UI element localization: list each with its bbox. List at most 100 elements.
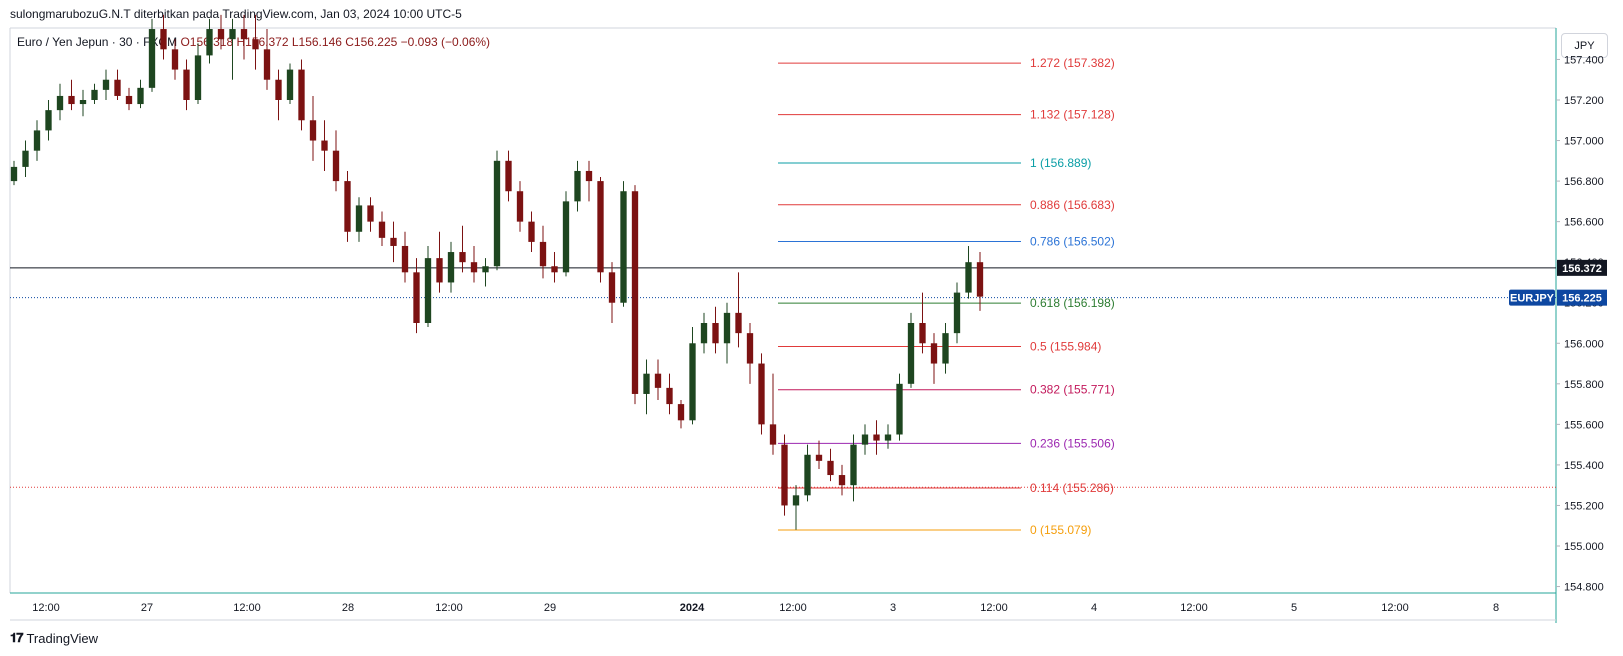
candle-body xyxy=(148,29,156,88)
symbol-tag xyxy=(1509,289,1555,306)
fib-level-label: 0.382 (155.771) xyxy=(1030,383,1115,397)
candle-body xyxy=(482,266,489,273)
candle-body xyxy=(171,49,179,70)
candle-body xyxy=(804,454,811,496)
candle-body xyxy=(102,79,110,90)
x-tick-label: 2024 xyxy=(680,602,705,614)
legend-change: −0.093 (−0.06%) xyxy=(400,35,491,49)
fib-level-label: 1.272 (157.382) xyxy=(1030,56,1115,70)
x-tick-label: 12:00 xyxy=(435,602,463,614)
candle-body xyxy=(275,79,282,100)
candle-body xyxy=(562,201,570,273)
tradingview-logo-icon: 𝟏𝟕 xyxy=(10,630,24,645)
symbol-tag-label: EURJPY xyxy=(1510,293,1555,305)
legend-symbol: Euro / Yen Jepun · 30 · FXCM xyxy=(17,35,178,49)
candle-body xyxy=(194,55,202,100)
candle-body xyxy=(873,434,880,441)
candle-body xyxy=(22,150,29,167)
candle-body xyxy=(850,444,857,486)
candle-body xyxy=(919,323,926,344)
candle-body xyxy=(459,252,466,263)
candle-body xyxy=(884,434,892,441)
candle-body xyxy=(574,170,581,202)
candle-body xyxy=(976,262,984,297)
candle-body xyxy=(206,29,213,56)
candle-body xyxy=(114,79,121,96)
candle-body xyxy=(79,100,87,105)
y-tick-label: 154.800 xyxy=(1564,582,1604,594)
candle-body xyxy=(91,89,98,100)
candle-body xyxy=(125,95,133,105)
candle-body xyxy=(321,140,328,151)
candle-body xyxy=(252,39,259,50)
candle-body xyxy=(240,29,248,40)
x-tick-label: 8 xyxy=(1493,602,1499,614)
candle-body xyxy=(56,95,64,111)
x-tick-label: 12:00 xyxy=(779,602,807,614)
fib-level-label: 0.114 (155.286) xyxy=(1030,481,1114,495)
candle-body xyxy=(183,69,190,100)
candle-body xyxy=(505,160,512,192)
candle-body xyxy=(424,258,432,323)
current-price-tag xyxy=(1557,289,1607,306)
candle-body xyxy=(942,333,949,364)
candle-body xyxy=(401,245,409,273)
candle-body xyxy=(585,170,593,182)
fib-level-label: 1.132 (157.128) xyxy=(1030,108,1115,122)
candle-body xyxy=(367,205,374,222)
candle-body xyxy=(838,475,846,486)
x-tick-label: 5 xyxy=(1291,602,1297,614)
candle-body xyxy=(700,323,708,344)
candle-body xyxy=(10,166,18,182)
candle-body xyxy=(309,120,317,141)
candle-body xyxy=(907,323,915,384)
fib-level-label: 0.236 (155.506) xyxy=(1030,436,1115,450)
candle-body xyxy=(769,424,777,445)
candle-body xyxy=(33,130,41,151)
last-price-tag xyxy=(1557,259,1607,276)
candle-body xyxy=(896,383,903,435)
candle-body xyxy=(861,434,869,445)
fib-level-label: 0.786 (156.502) xyxy=(1030,235,1115,249)
footer-brand-label: TradingView xyxy=(26,630,99,646)
x-tick-label: 28 xyxy=(342,602,354,614)
candle-body xyxy=(792,495,800,506)
x-tick-label: 12:00 xyxy=(980,602,1008,614)
candle-body xyxy=(332,150,340,182)
candle-body xyxy=(631,191,639,394)
candle-body xyxy=(723,312,731,344)
candle-body xyxy=(447,252,455,283)
candle-body xyxy=(45,110,52,131)
candle-body xyxy=(965,262,972,293)
y-tick-label: 157.200 xyxy=(1564,95,1604,107)
candle-body xyxy=(68,95,75,105)
candle-body xyxy=(160,29,167,50)
candle-body xyxy=(539,241,547,267)
candle-body xyxy=(551,266,558,273)
y-tick-label: 156.800 xyxy=(1564,176,1604,188)
y-tick-label: 155.800 xyxy=(1564,379,1604,391)
y-tick-label: 156.600 xyxy=(1564,217,1604,229)
publish-header: sulongmarubozuG.N.T diterbitkan pada Tra… xyxy=(10,7,462,21)
candle-body xyxy=(677,404,685,421)
footer-brand: 𝟏𝟕 TradingView xyxy=(10,630,98,646)
candle-body xyxy=(528,221,535,242)
x-tick-label: 12:00 xyxy=(1381,602,1409,614)
y-tick-label: 157.400 xyxy=(1564,54,1604,66)
candle-body xyxy=(735,312,742,334)
candle-body xyxy=(390,237,397,246)
currency-button[interactable]: JPY xyxy=(1561,33,1608,58)
x-tick-label: 4 xyxy=(1091,602,1097,614)
candle-body xyxy=(493,160,501,267)
candle-body xyxy=(137,87,144,105)
candle-body xyxy=(827,460,834,476)
candle-body xyxy=(217,29,225,40)
x-tick-label: 12:00 xyxy=(233,602,261,614)
fib-level-label: 0.5 (155.984) xyxy=(1030,340,1101,354)
fib-level-label: 1 (156.889) xyxy=(1030,156,1091,170)
candle-body xyxy=(263,49,271,80)
candle-body xyxy=(781,444,788,506)
candle-body xyxy=(746,333,754,364)
candle-body xyxy=(815,454,823,461)
